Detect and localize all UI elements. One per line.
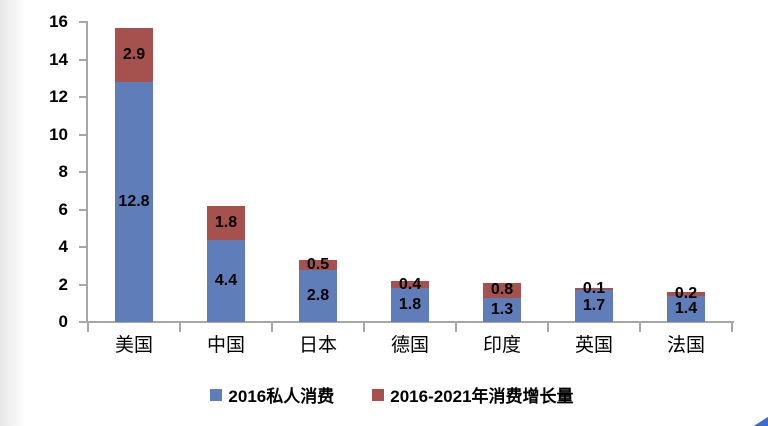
category-label: 印度 bbox=[482, 335, 521, 356]
category-label: 英国 bbox=[574, 335, 613, 356]
x-axis-line bbox=[86, 321, 734, 323]
category-label: 美国 bbox=[114, 335, 153, 356]
y-axis-tick bbox=[79, 321, 87, 323]
bar-segment-consumption-growth bbox=[483, 282, 521, 298]
y-axis-tick-label: 4 bbox=[58, 237, 68, 256]
category-label: 德国 bbox=[390, 335, 429, 356]
category-label: 日本 bbox=[298, 335, 337, 356]
y-axis-tick-label: 2 bbox=[58, 274, 68, 294]
y-axis-tick-label: 8 bbox=[58, 162, 68, 181]
bar-value-label: 0.8 bbox=[490, 281, 514, 299]
bar-segment-private-consumption bbox=[299, 269, 337, 322]
legend-swatch-red bbox=[372, 388, 385, 401]
bar-segment-private-consumption bbox=[207, 239, 245, 322]
bar-value-label: 1.4 bbox=[674, 299, 698, 317]
y-axis-tick bbox=[79, 171, 87, 173]
legend-label: 2016私人消费 bbox=[228, 387, 335, 406]
bar-value-label: 12.8 bbox=[118, 193, 150, 210]
bar-value-label: 1.8 bbox=[398, 296, 422, 314]
legend-item-private-consumption: 2016私人消费 bbox=[210, 382, 334, 407]
bar-segment-consumption-growth bbox=[667, 292, 705, 296]
legend-label: 2016-2021年消费增长量 bbox=[390, 387, 574, 406]
y-axis-tick-label: 0 bbox=[58, 312, 68, 331]
y-axis-tick bbox=[79, 58, 87, 61]
bar-value-label: 0.2 bbox=[674, 284, 698, 302]
bar-segment-consumption-growth bbox=[115, 27, 153, 82]
x-axis-tick bbox=[455, 323, 457, 332]
bar-segment-private-consumption bbox=[391, 288, 429, 322]
y-axis-tick bbox=[79, 133, 87, 136]
bar-value-label: 1.8 bbox=[214, 213, 238, 231]
bar-segment-consumption-growth bbox=[299, 260, 337, 270]
y-axis-tick bbox=[79, 208, 87, 211]
bar-value-label: 4.4 bbox=[214, 271, 238, 289]
x-axis-tick bbox=[271, 323, 273, 332]
x-axis-tick bbox=[639, 323, 641, 332]
bar-value-label: 0.4 bbox=[398, 275, 422, 293]
category-label: 法国 bbox=[666, 335, 705, 356]
bar-value-label: 2.9 bbox=[122, 45, 146, 63]
y-axis-tick-label: 16 bbox=[49, 12, 68, 31]
y-axis-tick-label: 12 bbox=[49, 87, 68, 106]
y-axis-tick bbox=[79, 246, 87, 248]
x-axis-tick bbox=[731, 323, 733, 332]
y-axis-tick-label: 14 bbox=[49, 49, 68, 69]
corner-accent-triangle bbox=[750, 415, 768, 426]
legend-item-consumption-growth: 2016-2021年消费增长量 bbox=[372, 382, 574, 407]
bar-segment-private-consumption bbox=[575, 290, 613, 322]
bar-value-label: 0.5 bbox=[306, 255, 330, 273]
x-axis-tick bbox=[179, 323, 181, 332]
y-axis-line bbox=[86, 21, 88, 323]
y-axis-tick bbox=[79, 96, 87, 98]
y-axis-tick-label: 10 bbox=[49, 124, 68, 144]
chart-legend: 2016私人消费 2016-2021年消费增长量 bbox=[0, 382, 768, 407]
bar-value-label: 0.1 bbox=[582, 280, 606, 298]
bar-value-label: 1.3 bbox=[490, 300, 514, 318]
bar-segment-private-consumption bbox=[115, 82, 153, 322]
bar-value-label: 1.7 bbox=[582, 297, 606, 315]
category-label: 中国 bbox=[206, 335, 245, 356]
bar-value-label: 2.8 bbox=[306, 286, 330, 304]
bar-segment-private-consumption bbox=[483, 297, 521, 322]
legend-swatch-blue bbox=[210, 388, 223, 401]
y-axis-tick bbox=[79, 283, 87, 286]
bar-segment-consumption-growth bbox=[391, 280, 429, 289]
y-axis-tick-label: 6 bbox=[58, 199, 68, 219]
x-axis-tick bbox=[547, 323, 549, 332]
bar-segment-private-consumption bbox=[667, 295, 705, 322]
bar-segment-consumption-growth bbox=[575, 288, 613, 291]
bar-segment-consumption-growth bbox=[207, 205, 245, 240]
x-axis-tick bbox=[363, 323, 365, 332]
x-axis-tick bbox=[87, 323, 89, 332]
y-axis-tick bbox=[79, 21, 87, 23]
